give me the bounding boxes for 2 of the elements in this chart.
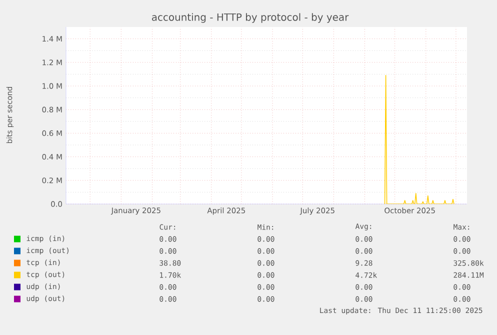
chart-title: accounting - HTTP by protocol - by year — [152, 13, 349, 23]
line-series — [384, 74, 454, 204]
